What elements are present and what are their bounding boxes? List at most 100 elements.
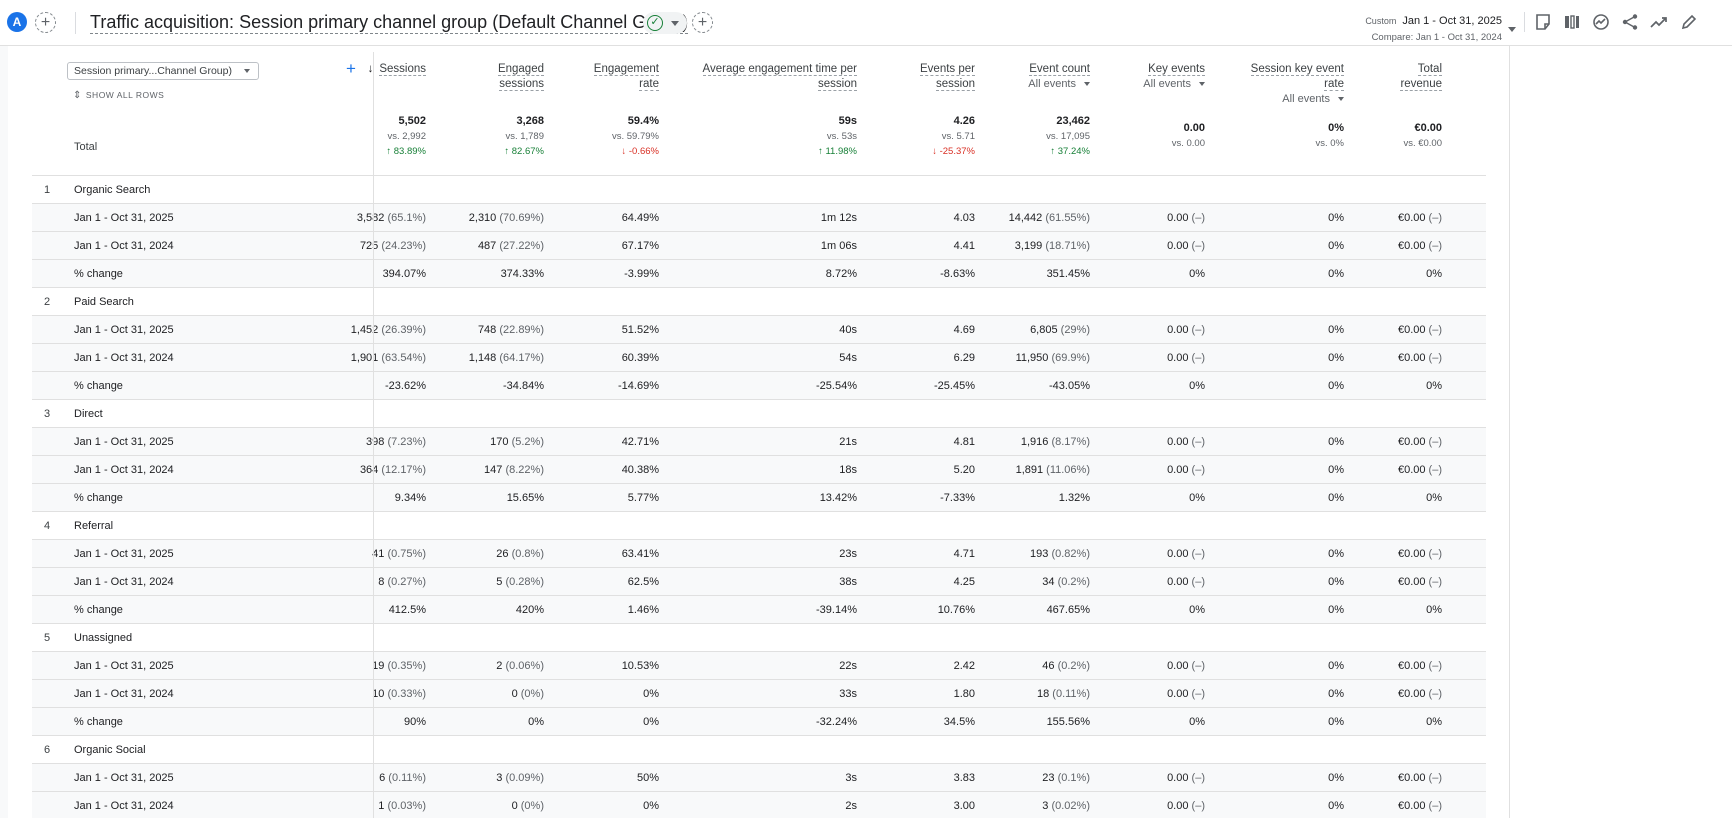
table-cell: 11,950 (69.9%) <box>1016 352 1090 364</box>
cell-value: 2,310 <box>468 212 497 224</box>
channel-name[interactable]: Organic Search <box>74 184 151 196</box>
metric-event-select[interactable]: All events <box>1234 92 1344 107</box>
table-cell: 0.00 (–) <box>1167 548 1205 560</box>
cell-share: (–) <box>1428 548 1442 560</box>
avatar[interactable]: A <box>7 12 27 32</box>
table-cell: 0% <box>528 716 544 728</box>
customize-report-icon[interactable] <box>1534 13 1552 31</box>
column-header[interactable]: Engagement rate <box>569 62 659 92</box>
column-header[interactable]: ↓ Sessions <box>336 62 426 77</box>
table-cell: 0.00 (–) <box>1167 352 1205 364</box>
cell-value: -39.14% <box>816 604 857 616</box>
column-header[interactable]: Events per session <box>895 62 975 92</box>
metric-event-label: All events <box>1143 78 1191 90</box>
table-cell: 6,805 (29%) <box>1030 324 1090 336</box>
column-header[interactable]: Engaged sessions <box>454 62 544 92</box>
dimension-select[interactable]: Session primary...Channel Group) <box>67 62 259 80</box>
table-cell: 1 (0.03%) <box>378 800 426 812</box>
column-header[interactable]: Key events All events <box>1115 62 1205 92</box>
table-cell: 40s <box>839 324 857 336</box>
edit-icon[interactable] <box>1680 13 1698 31</box>
cell-value: €0.00 <box>1397 688 1426 700</box>
channel-name[interactable]: Paid Search <box>74 296 134 308</box>
cell-value: 38s <box>839 576 857 588</box>
show-all-rows-button[interactable]: ⇕ SHOW ALL ROWS <box>73 90 164 101</box>
table-row: Jan 1 - Oct 31, 2025 3,582 (65.1%) 2,310 (… <box>32 204 1486 232</box>
total-compare-value: vs. 1,789 <box>505 131 544 142</box>
cell-share: (61.55%) <box>1045 212 1090 224</box>
table-row-group[interactable]: 1 Organic Search <box>32 176 1486 204</box>
report-status-dropdown[interactable]: ✓ <box>643 12 687 34</box>
channel-name[interactable]: Unassigned <box>74 632 133 644</box>
cell-value: 725 <box>359 240 379 252</box>
column-header[interactable]: Session key event rate All events <box>1234 62 1344 107</box>
table-cell: 2.42 <box>954 660 975 672</box>
metric-event-select[interactable]: All events <box>1115 77 1205 92</box>
cell-value: 4.71 <box>953 548 975 560</box>
table-row-group[interactable]: 2 Paid Search <box>32 288 1486 316</box>
table-cell: 0% <box>1189 492 1205 504</box>
date-dropdown-chevron-icon[interactable] <box>1508 27 1516 32</box>
total-value: 59.4% <box>627 115 659 127</box>
metric-event-select[interactable]: All events <box>990 77 1090 92</box>
cell-share: (65.1%) <box>387 212 426 224</box>
table-row-group[interactable]: 5 Unassigned <box>32 624 1486 652</box>
cell-value: 0% <box>1189 716 1205 728</box>
add-comparison-icon[interactable]: + <box>35 12 56 33</box>
row-label: Jan 1 - Oct 31, 2024 <box>74 464 174 476</box>
page-title[interactable]: Traffic acquisition: Session primary cha… <box>90 12 689 34</box>
table-row-group[interactable]: 4 Referral <box>32 512 1486 540</box>
table-cell: 5.77% <box>628 492 659 504</box>
cell-value: 155.56% <box>1046 716 1090 728</box>
channel-name[interactable]: Direct <box>74 408 103 420</box>
table-row-group[interactable]: 6 Organic Social <box>32 736 1486 764</box>
sort-descending-icon[interactable]: ↓ <box>367 63 374 75</box>
column-header[interactable]: Average engagement time per session <box>667 62 857 92</box>
table-cell: 60.39% <box>622 352 659 364</box>
table-cell: 4.81 <box>954 436 975 448</box>
channel-name[interactable]: Organic Social <box>74 744 146 756</box>
row-label: Jan 1 - Oct 31, 2025 <box>74 660 174 672</box>
add-filter-icon[interactable]: + <box>692 12 713 33</box>
cell-value: 10.53% <box>621 660 659 672</box>
cell-value: €0.00 <box>1397 548 1426 560</box>
table-cell: 4.41 <box>954 240 975 252</box>
trend-icon[interactable] <box>1650 13 1668 31</box>
date-range-picker[interactable]: Custom Jan 1 - Oct 31, 2025 Compare: Jan … <box>1365 15 1502 43</box>
channel-name[interactable]: Referral <box>74 520 114 532</box>
table-body: 1 Organic Search Jan 1 - Oct 31, 2025 3,582… <box>32 176 1486 818</box>
table-cell: 1,891 (11.06%) <box>1016 464 1090 476</box>
table-cell: 2 (0.06%) <box>496 660 544 672</box>
column-header[interactable]: Event count All events <box>990 62 1090 92</box>
column-label: Key events <box>1148 63 1205 76</box>
table-cell: 50% <box>637 772 659 784</box>
table-cell: 3,582 (65.1%) <box>357 212 426 224</box>
row-label: Jan 1 - Oct 31, 2024 <box>74 352 174 364</box>
cell-value: 40.38% <box>621 464 659 476</box>
toolbar-divider <box>1524 12 1525 32</box>
table-cell: 0% <box>1426 268 1442 280</box>
column-header[interactable]: Total revenue <box>1362 62 1442 92</box>
cell-share: (11.06%) <box>1046 464 1090 476</box>
add-dimension-button[interactable]: + <box>346 59 356 78</box>
cell-value: 0% <box>1328 240 1344 252</box>
cell-share: (–) <box>1191 660 1205 672</box>
date-range-label: Jan 1 - Oct 31, 2025 <box>1402 15 1502 27</box>
cell-share: (26.39%) <box>381 324 426 336</box>
table-cell: 34 (0.2%) <box>1042 576 1090 588</box>
table-cell: 3.83 <box>954 772 975 784</box>
cell-share: (0.06%) <box>505 660 544 672</box>
share-icon[interactable] <box>1621 13 1639 31</box>
total-value: 23,462 <box>1056 115 1090 127</box>
compare-columns-icon[interactable] <box>1563 13 1581 31</box>
table-cell: 4.03 <box>954 212 975 224</box>
cell-value: -34.84% <box>503 380 544 392</box>
insights-icon[interactable] <box>1592 13 1610 31</box>
table-row: % change 412.5% 420% 1.46% -39.14% 10.76% 467.… <box>32 596 1486 624</box>
table-row-group[interactable]: 3 Direct <box>32 400 1486 428</box>
cell-value: 0% <box>1426 716 1442 728</box>
cell-value: 1.46% <box>627 604 659 616</box>
table-row: Jan 1 - Oct 31, 2025 41 (0.75%) 26 (0.8%) 6… <box>32 540 1486 568</box>
row-label: % change <box>74 604 123 616</box>
table-cell: €0.00 (–) <box>1398 324 1442 336</box>
